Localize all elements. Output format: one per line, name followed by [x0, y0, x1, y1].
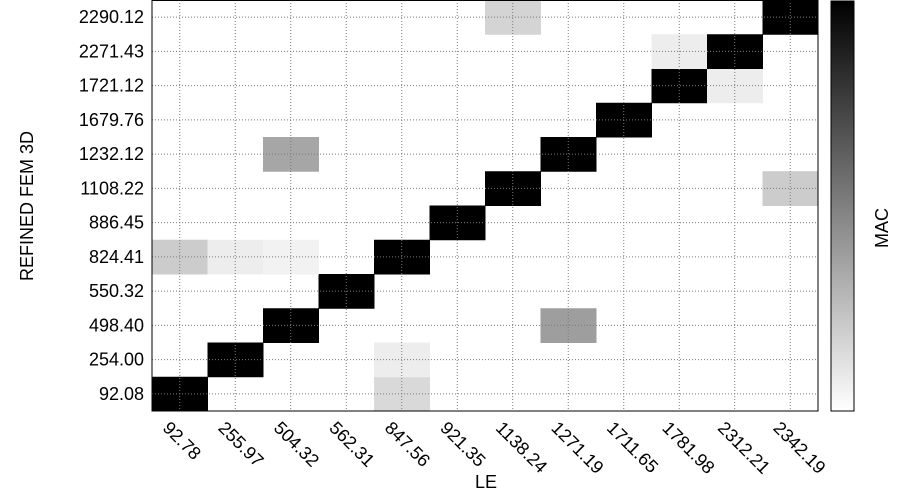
y-tick-label: 1108.22 — [80, 178, 144, 198]
x-tick-label: 92.78 — [159, 418, 205, 464]
y-tick-label: 1721.12 — [79, 76, 144, 96]
y-axis-label: REFINED FEM 3D — [17, 131, 37, 281]
y-tick-label: 550.32 — [89, 281, 144, 301]
y-tick-label: 2271.43 — [79, 41, 144, 61]
y-tick-label: 2290.12 — [79, 7, 144, 27]
x-tick-label: 1138.24 — [492, 418, 551, 477]
x-tick-label: 1271.19 — [547, 418, 607, 478]
x-tick-label: 921.35 — [436, 418, 489, 471]
y-tick-label: 824.41 — [89, 247, 144, 267]
x-tick-label: 504.32 — [270, 418, 323, 471]
x-tick-label: 847.56 — [381, 418, 434, 471]
plot-frame — [151, 0, 819, 412]
x-tick-label: 1781.98 — [658, 418, 718, 478]
x-tick-labels: 92.78 255.97 504.32 562.31 847.56 921.35 1138.… — [159, 418, 830, 478]
y-tick-label: 1232.12 — [79, 144, 144, 164]
colorbar — [830, 0, 855, 412]
x-axis-label: LE — [475, 472, 497, 492]
x-tick-label: 562.31 — [325, 418, 378, 471]
heatmap-cells — [152, 0, 819, 412]
y-tick-label: 92.08 — [99, 384, 144, 404]
grid-lines — [152, 0, 818, 411]
x-tick-label: 255.97 — [214, 418, 267, 471]
y-tick-label: 254.00 — [89, 350, 144, 370]
y-tick-label: 1679.76 — [79, 110, 144, 130]
x-tick-label: 2312.21 — [714, 418, 774, 478]
y-tick-label: 498.40 — [89, 315, 144, 335]
y-tick-label: 886.45 — [89, 213, 144, 233]
colorbar-label: MAC — [872, 208, 892, 248]
x-tick-label: 2342.19 — [769, 418, 829, 478]
x-tick-label: 1711.65 — [603, 418, 662, 477]
y-tick-labels: 92.08 254.00 498.40 550.32 824.41 886.45 1108.… — [79, 7, 144, 404]
